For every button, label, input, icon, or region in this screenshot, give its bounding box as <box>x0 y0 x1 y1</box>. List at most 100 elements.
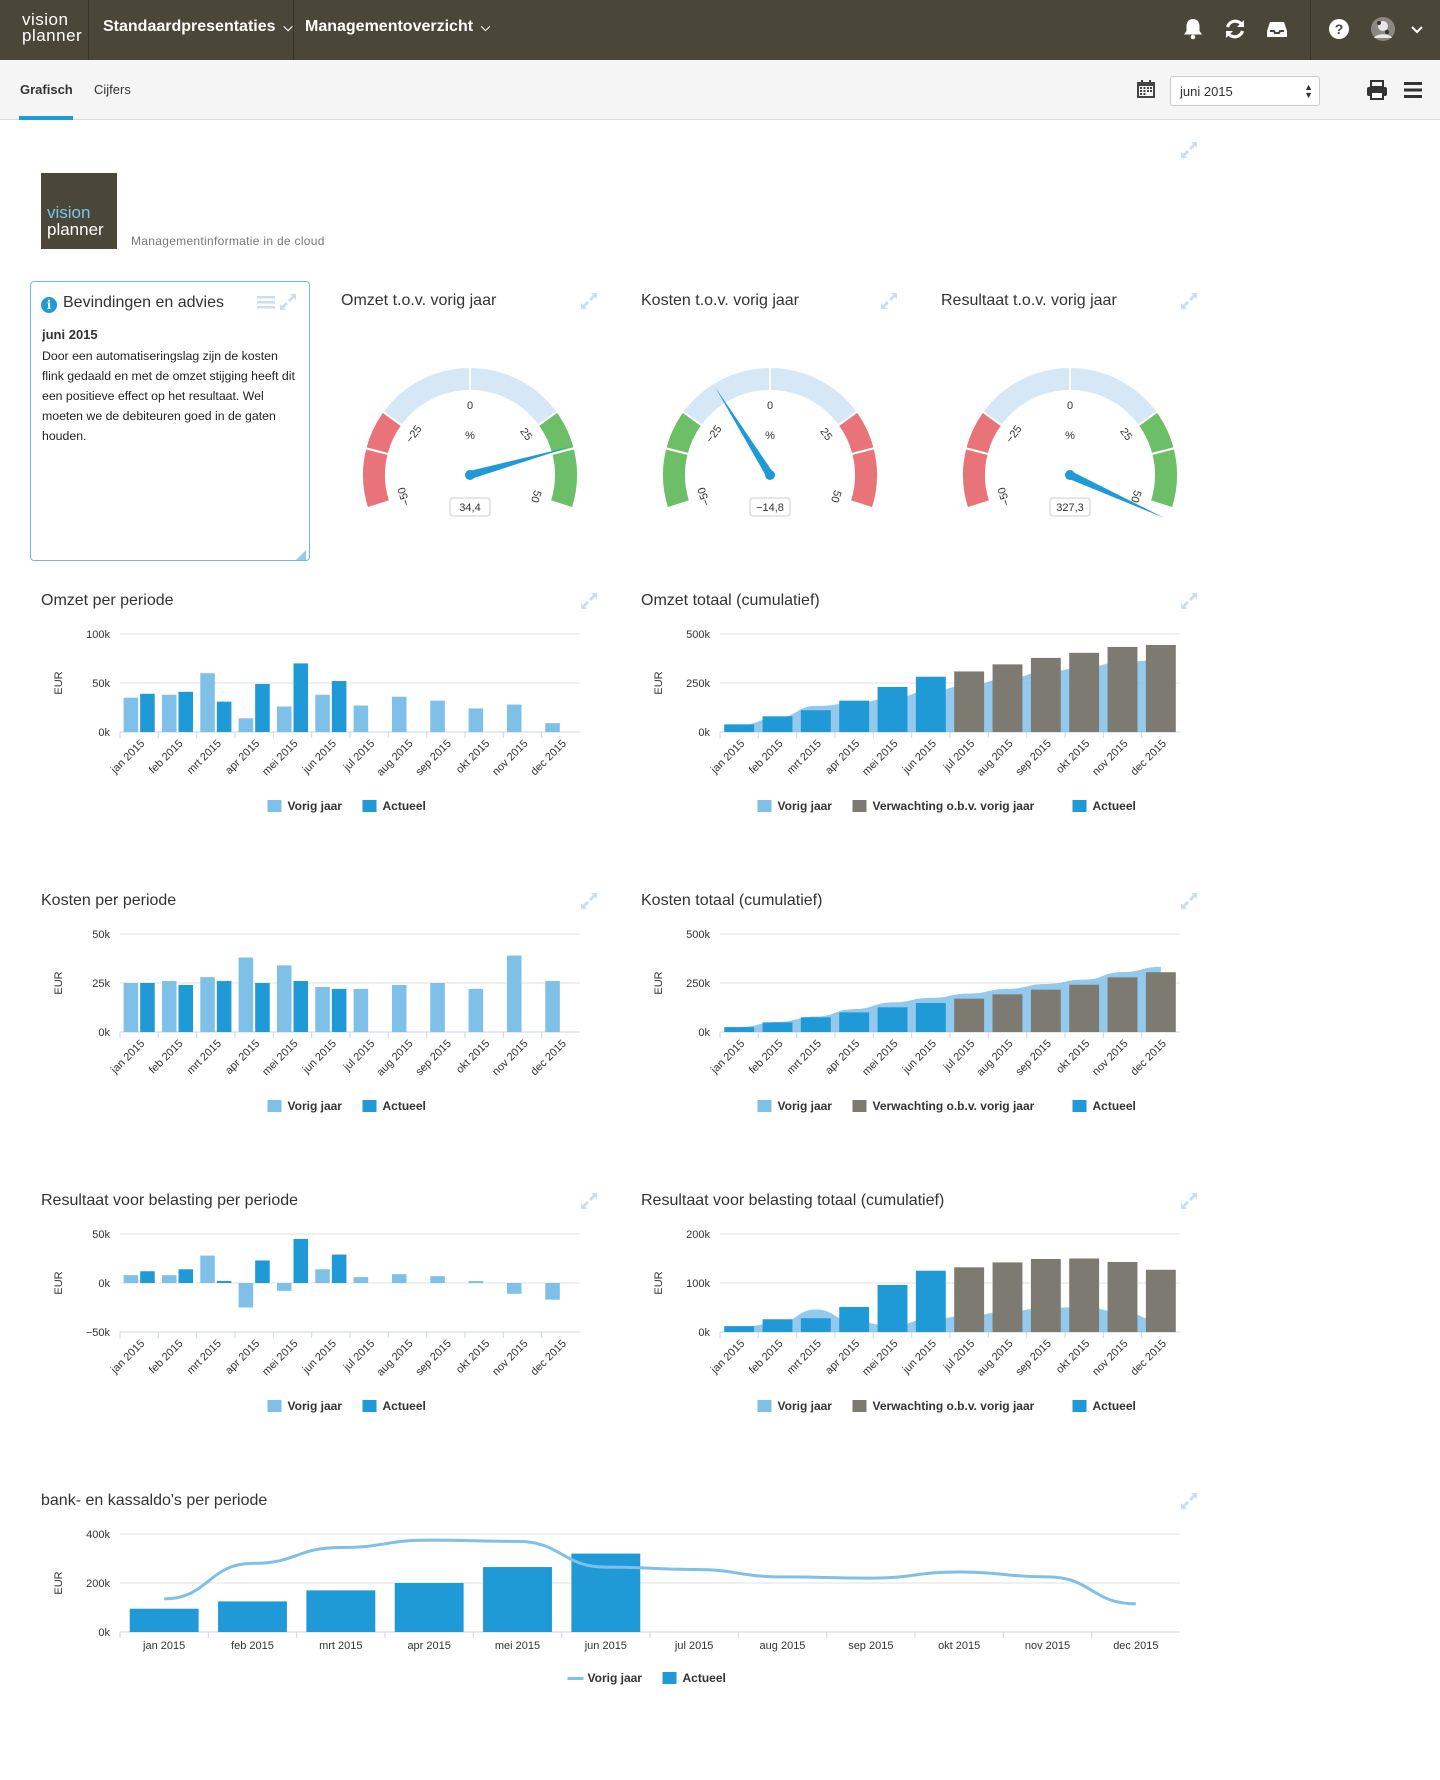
y-tick-label: 50k <box>92 929 110 941</box>
bar-actueel <box>394 1583 464 1632</box>
brand-logo[interactable]: vision planner <box>22 11 82 44</box>
x-tick-label: jun 2015 <box>900 1338 939 1377</box>
gauge-tick-label: 50 <box>528 489 543 504</box>
period-value: juni 2015 <box>1180 84 1233 99</box>
y-tick-label: 0k <box>698 727 710 739</box>
expand-icon[interactable] <box>880 292 898 310</box>
legend-label-expect: Verwachting o.b.v. vorig jaar <box>873 799 1035 813</box>
legend-label-prev: Vorig jaar <box>778 799 833 813</box>
y-tick-label: 25k <box>92 978 110 990</box>
x-tick-label: jun 2015 <box>900 738 939 777</box>
x-tick-label: mrt 2015 <box>785 1038 824 1077</box>
calendar-icon[interactable] <box>1136 79 1156 99</box>
gauge-value: 34,4 <box>459 502 480 514</box>
gauge-tick-label: 50 <box>828 489 843 504</box>
bar-vorig-jaar <box>468 1281 484 1283</box>
y-tick-label: −50k <box>86 1327 111 1339</box>
gauge-value: 327,3 <box>1056 502 1084 514</box>
x-tick-label: apr 2015 <box>823 1338 862 1377</box>
bar-verwachting <box>1030 989 1061 1032</box>
bar-actueel <box>293 1238 309 1283</box>
expand-icon[interactable] <box>1180 141 1198 159</box>
x-tick-label: sep 2015 <box>1013 1338 1053 1378</box>
x-tick-label: jul 2015 <box>341 1338 377 1374</box>
bar-vorig-jaar <box>315 986 330 1032</box>
expand-icon[interactable] <box>1180 1492 1198 1510</box>
legend-swatch-expect <box>852 1400 867 1412</box>
x-tick-label: jul 2015 <box>341 738 377 774</box>
legend-swatch-actual <box>362 1100 377 1112</box>
nav-label: Standaardpresentaties <box>103 18 276 35</box>
nav-label: Managementoverzicht <box>305 18 474 35</box>
x-tick-label: dec 2015 <box>528 1038 568 1078</box>
legend-line-vorig-jaar <box>567 1677 584 1680</box>
bar-actueel <box>877 1284 908 1332</box>
nav-managementoverzicht[interactable]: Managementoverzicht ⌵ <box>305 18 490 36</box>
x-tick-label: mei 2015 <box>260 1338 300 1378</box>
y-tick-label: 100k <box>86 629 110 641</box>
bar-verwachting <box>1069 652 1100 732</box>
legend-swatch-prev <box>757 800 772 812</box>
list-icon[interactable] <box>257 294 275 310</box>
bar-vorig-jaar <box>161 694 177 732</box>
tab-grafisch[interactable]: Grafisch <box>20 82 73 97</box>
expand-icon[interactable] <box>279 293 297 311</box>
gauge-omzet: −50 −25 0 25 50% 34,4 <box>361 365 579 517</box>
period-select[interactable]: juni 2015 ▲ ▼ <box>1170 76 1320 106</box>
x-tick-label: okt 2015 <box>1054 738 1092 776</box>
chart-title: bank- en kassaldo's per periode <box>41 1492 268 1509</box>
bar-verwachting <box>1145 972 1176 1032</box>
gauge-needle <box>1068 471 1165 519</box>
x-tick-label: feb 2015 <box>147 1338 186 1377</box>
chevron-down-icon[interactable] <box>1404 16 1423 42</box>
expand-icon[interactable] <box>580 292 598 310</box>
x-tick-label: apr 2015 <box>407 1640 450 1652</box>
x-tick-label: jun 2015 <box>584 1640 627 1652</box>
gauge-tick-label: −50 <box>396 486 413 507</box>
y-tick-label: 400k <box>86 1529 110 1541</box>
gauge-value-box <box>1049 497 1091 517</box>
y-axis-label: EUR <box>653 671 665 694</box>
expand-icon[interactable] <box>580 1192 598 1210</box>
legend-swatch-prev <box>267 1100 282 1112</box>
y-tick-label: 0k <box>98 727 110 739</box>
avatar[interactable] <box>1370 16 1396 42</box>
expand-icon[interactable] <box>1180 592 1198 610</box>
expand-icon[interactable] <box>1180 1192 1198 1210</box>
x-tick-label: apr 2015 <box>823 738 862 777</box>
gauge-tick-label: 25 <box>817 426 834 443</box>
resize-handle-icon[interactable] <box>296 547 306 560</box>
help-icon[interactable]: ? <box>1326 16 1352 42</box>
bell-icon[interactable] <box>1180 16 1206 42</box>
bar-actueel <box>255 983 270 1032</box>
nav-standaardpresentaties[interactable]: Standaardpresentaties ⌵ <box>103 18 293 36</box>
legend-label-actual: Actueel <box>383 1099 426 1113</box>
gauge-tick-label: 0 <box>1067 400 1073 412</box>
refresh-icon[interactable] <box>1222 16 1248 42</box>
expand-icon[interactable] <box>1180 292 1198 310</box>
divider <box>88 0 89 60</box>
gauge-title: Kosten t.o.v. vorig jaar <box>641 292 799 309</box>
inbox-icon[interactable] <box>1264 16 1290 42</box>
tab-cijfers[interactable]: Cijfers <box>94 82 131 97</box>
menu-icon[interactable] <box>1402 79 1424 101</box>
expand-icon[interactable] <box>1180 892 1198 910</box>
x-tick-label: mrt 2015 <box>785 1338 824 1377</box>
legend-label-actual: Actueel <box>1093 1399 1136 1413</box>
advice-text[interactable]: Door een automatiseringslag zijn de kost… <box>42 349 295 443</box>
bar-actueel <box>800 1318 831 1332</box>
chevron-down-icon: ⌵ <box>283 20 293 34</box>
bar-actueel <box>839 1012 870 1032</box>
bar-actueel <box>724 1326 755 1332</box>
chart-omzet-per-periode: 0k 50k 100k EUR jan 2015 feb 2015 mrt 2015 apr … <box>53 629 580 813</box>
bar-actueel <box>483 1567 552 1632</box>
expand-icon[interactable] <box>580 892 598 910</box>
print-icon[interactable] <box>1366 79 1388 101</box>
logo-line2: planner <box>47 220 104 239</box>
bar-actueel <box>216 701 232 732</box>
bar-vorig-jaar <box>545 1283 560 1300</box>
gauge-band-mid <box>381 365 471 428</box>
gauge-pivot <box>465 470 475 480</box>
expand-icon[interactable] <box>580 592 598 610</box>
x-tick-label: dec 2015 <box>1128 738 1168 778</box>
